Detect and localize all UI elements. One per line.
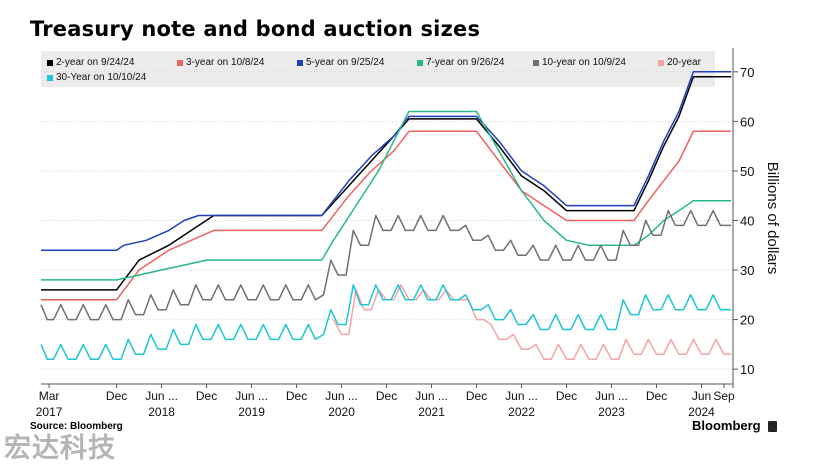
legend-item-5-year: 5-year on 9/25/24 — [297, 57, 384, 68]
x-tick-label: Jun ... — [145, 389, 178, 403]
legend-label: 3-year on 10/8/24 — [186, 57, 265, 68]
x-tick-label: Dec — [196, 389, 217, 403]
x-tick-year-label: 2019 — [238, 405, 265, 419]
legend-swatch — [658, 59, 664, 66]
legend-item-3-year: 3-year on 10/8/24 — [177, 57, 264, 68]
legend-item-20-year: 20-year — [658, 57, 701, 68]
y-tick-label: 30 — [740, 263, 754, 278]
legend-label: 7-year on 9/26/24 — [426, 57, 505, 68]
legend-swatch — [47, 59, 53, 66]
x-tick-label: Dec — [556, 389, 577, 403]
legend-item-30-year: 30-Year on 10/10/24 — [47, 72, 146, 83]
y-tick-label: 10 — [740, 362, 754, 377]
y-tick-label: 60 — [740, 114, 754, 129]
x-tick-year-label: 2024 — [688, 405, 715, 419]
x-tick-year-label: 2020 — [328, 405, 355, 419]
x-tick-year-label: 2021 — [418, 405, 445, 419]
legend-label: 5-year on 9/25/24 — [306, 57, 385, 68]
watermark: 宏达科技 — [4, 433, 116, 464]
x-tick-year-label: 2018 — [148, 405, 175, 419]
series-line — [41, 76, 732, 291]
x-tick-label: Dec — [106, 389, 127, 403]
x-tick-label: Sep — [713, 389, 735, 403]
y-tick-label: 50 — [740, 164, 754, 179]
x-tick-label: Jun ... — [415, 389, 448, 403]
x-tick-label: Jun ... — [325, 389, 358, 403]
x-tick-label: Jun ... — [235, 389, 268, 403]
chart-legend: 2-year on 9/24/24 3-year on 10/8/24 5-ye… — [41, 51, 715, 87]
y-tick-label: 70 — [740, 65, 754, 80]
legend-label: 2-year on 9/24/24 — [56, 57, 135, 68]
x-tick-label: Dec — [286, 389, 307, 403]
bloomberg-logo: Bloomberg — [692, 418, 761, 433]
series-line — [41, 130, 732, 301]
chart-title: Treasury note and bond auction sizes — [30, 17, 481, 41]
bloomberg-terminal-icon — [768, 421, 777, 432]
series-line — [40, 284, 732, 360]
x-tick-label: Jun — [692, 389, 711, 403]
legend-item-2-year: 2-year on 9/24/24 — [47, 57, 134, 68]
x-tick-label: Mar — [39, 389, 60, 403]
x-tick-year-label: 2023 — [598, 405, 625, 419]
legend-label: 30-Year on 10/10/24 — [56, 72, 147, 83]
legend-item-10-year: 10-year on 10/9/24 — [533, 57, 626, 68]
y-axis-label: Billions of dollars — [764, 162, 781, 275]
x-tick-label: Dec — [646, 389, 667, 403]
x-tick-year-label: 2017 — [36, 405, 63, 419]
legend-swatch — [417, 59, 423, 66]
x-tick-year-label: 2022 — [508, 405, 535, 419]
axes: 10 20 30 40 50 60 70 Mar 2017 Dec Jun ... 2018 Dec Ju… — [36, 48, 781, 419]
x-tick-label: Dec — [376, 389, 397, 403]
series-lines — [40, 71, 732, 360]
legend-swatch — [297, 59, 303, 66]
y-tick-label: 20 — [740, 313, 754, 328]
x-tick-label: Jun ... — [595, 389, 628, 403]
legend-item-7-year: 7-year on 9/26/24 — [417, 57, 504, 68]
series-line — [40, 209, 732, 321]
series-line — [41, 110, 732, 281]
legend-label: 10-year on 10/9/24 — [542, 57, 626, 68]
series-line — [41, 71, 732, 251]
x-tick-label: Dec — [466, 389, 487, 403]
legend-swatch — [533, 59, 539, 66]
legend-swatch — [47, 74, 53, 81]
y-tick-label: 40 — [740, 213, 754, 228]
x-tick-label: Jun ... — [505, 389, 538, 403]
source-note: Source: Bloomberg — [30, 421, 123, 432]
legend-label: 20-year — [667, 57, 701, 68]
legend-swatch — [177, 59, 183, 66]
